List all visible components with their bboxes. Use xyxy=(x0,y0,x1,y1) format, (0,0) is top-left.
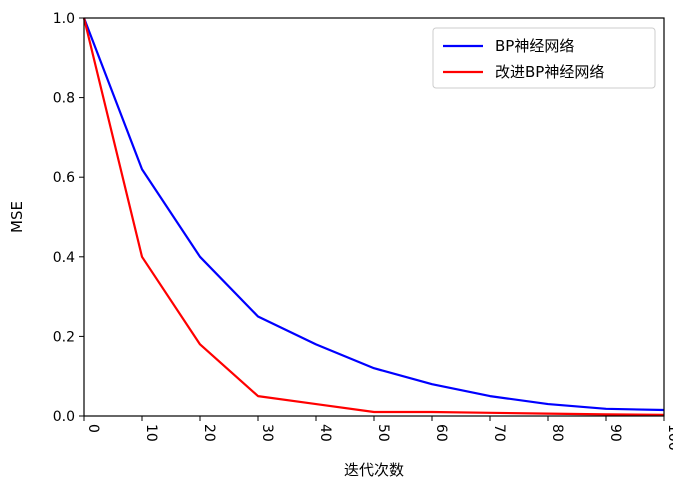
series-layer xyxy=(82,17,665,416)
x-tick-label: 100 xyxy=(665,424,673,451)
y-tick-label: 0.0 xyxy=(53,409,75,425)
y-tick-label: 0.8 xyxy=(53,91,75,107)
legend-label-2: 改进BP神经网络 xyxy=(495,63,604,81)
x-tick-label: 20 xyxy=(201,424,217,442)
x-tick-label: 30 xyxy=(259,424,275,442)
y-tick-label: 1.0 xyxy=(53,11,75,27)
y-tick-label: 0.4 xyxy=(53,250,75,266)
x-tick-label: 60 xyxy=(433,424,449,442)
x-axis-label: 迭代次数 xyxy=(344,461,404,479)
legend-label-1: BP神经网络 xyxy=(495,37,574,55)
x-tick-label: 90 xyxy=(607,424,623,442)
legend-box xyxy=(432,27,656,89)
y-tick-label: 0.2 xyxy=(53,329,75,345)
x-tick-label: 50 xyxy=(375,424,391,442)
ticks-layer: 0 10 20 30 40 50 60 70 80 90 100 0.0 0.2 0.4 0.6 0.8 1.0 xyxy=(53,11,673,451)
x-tick-label: 0 xyxy=(85,424,101,433)
x-tick-label: 40 xyxy=(317,424,333,442)
x-tick-label: 80 xyxy=(549,424,565,442)
y-axis-label: MSE xyxy=(8,201,26,233)
series-line-1 xyxy=(82,17,665,412)
series-line-2 xyxy=(82,17,665,416)
y-tick-label: 0.6 xyxy=(53,170,75,186)
x-tick-label: 10 xyxy=(143,424,159,442)
x-tick-label: 70 xyxy=(491,424,507,442)
